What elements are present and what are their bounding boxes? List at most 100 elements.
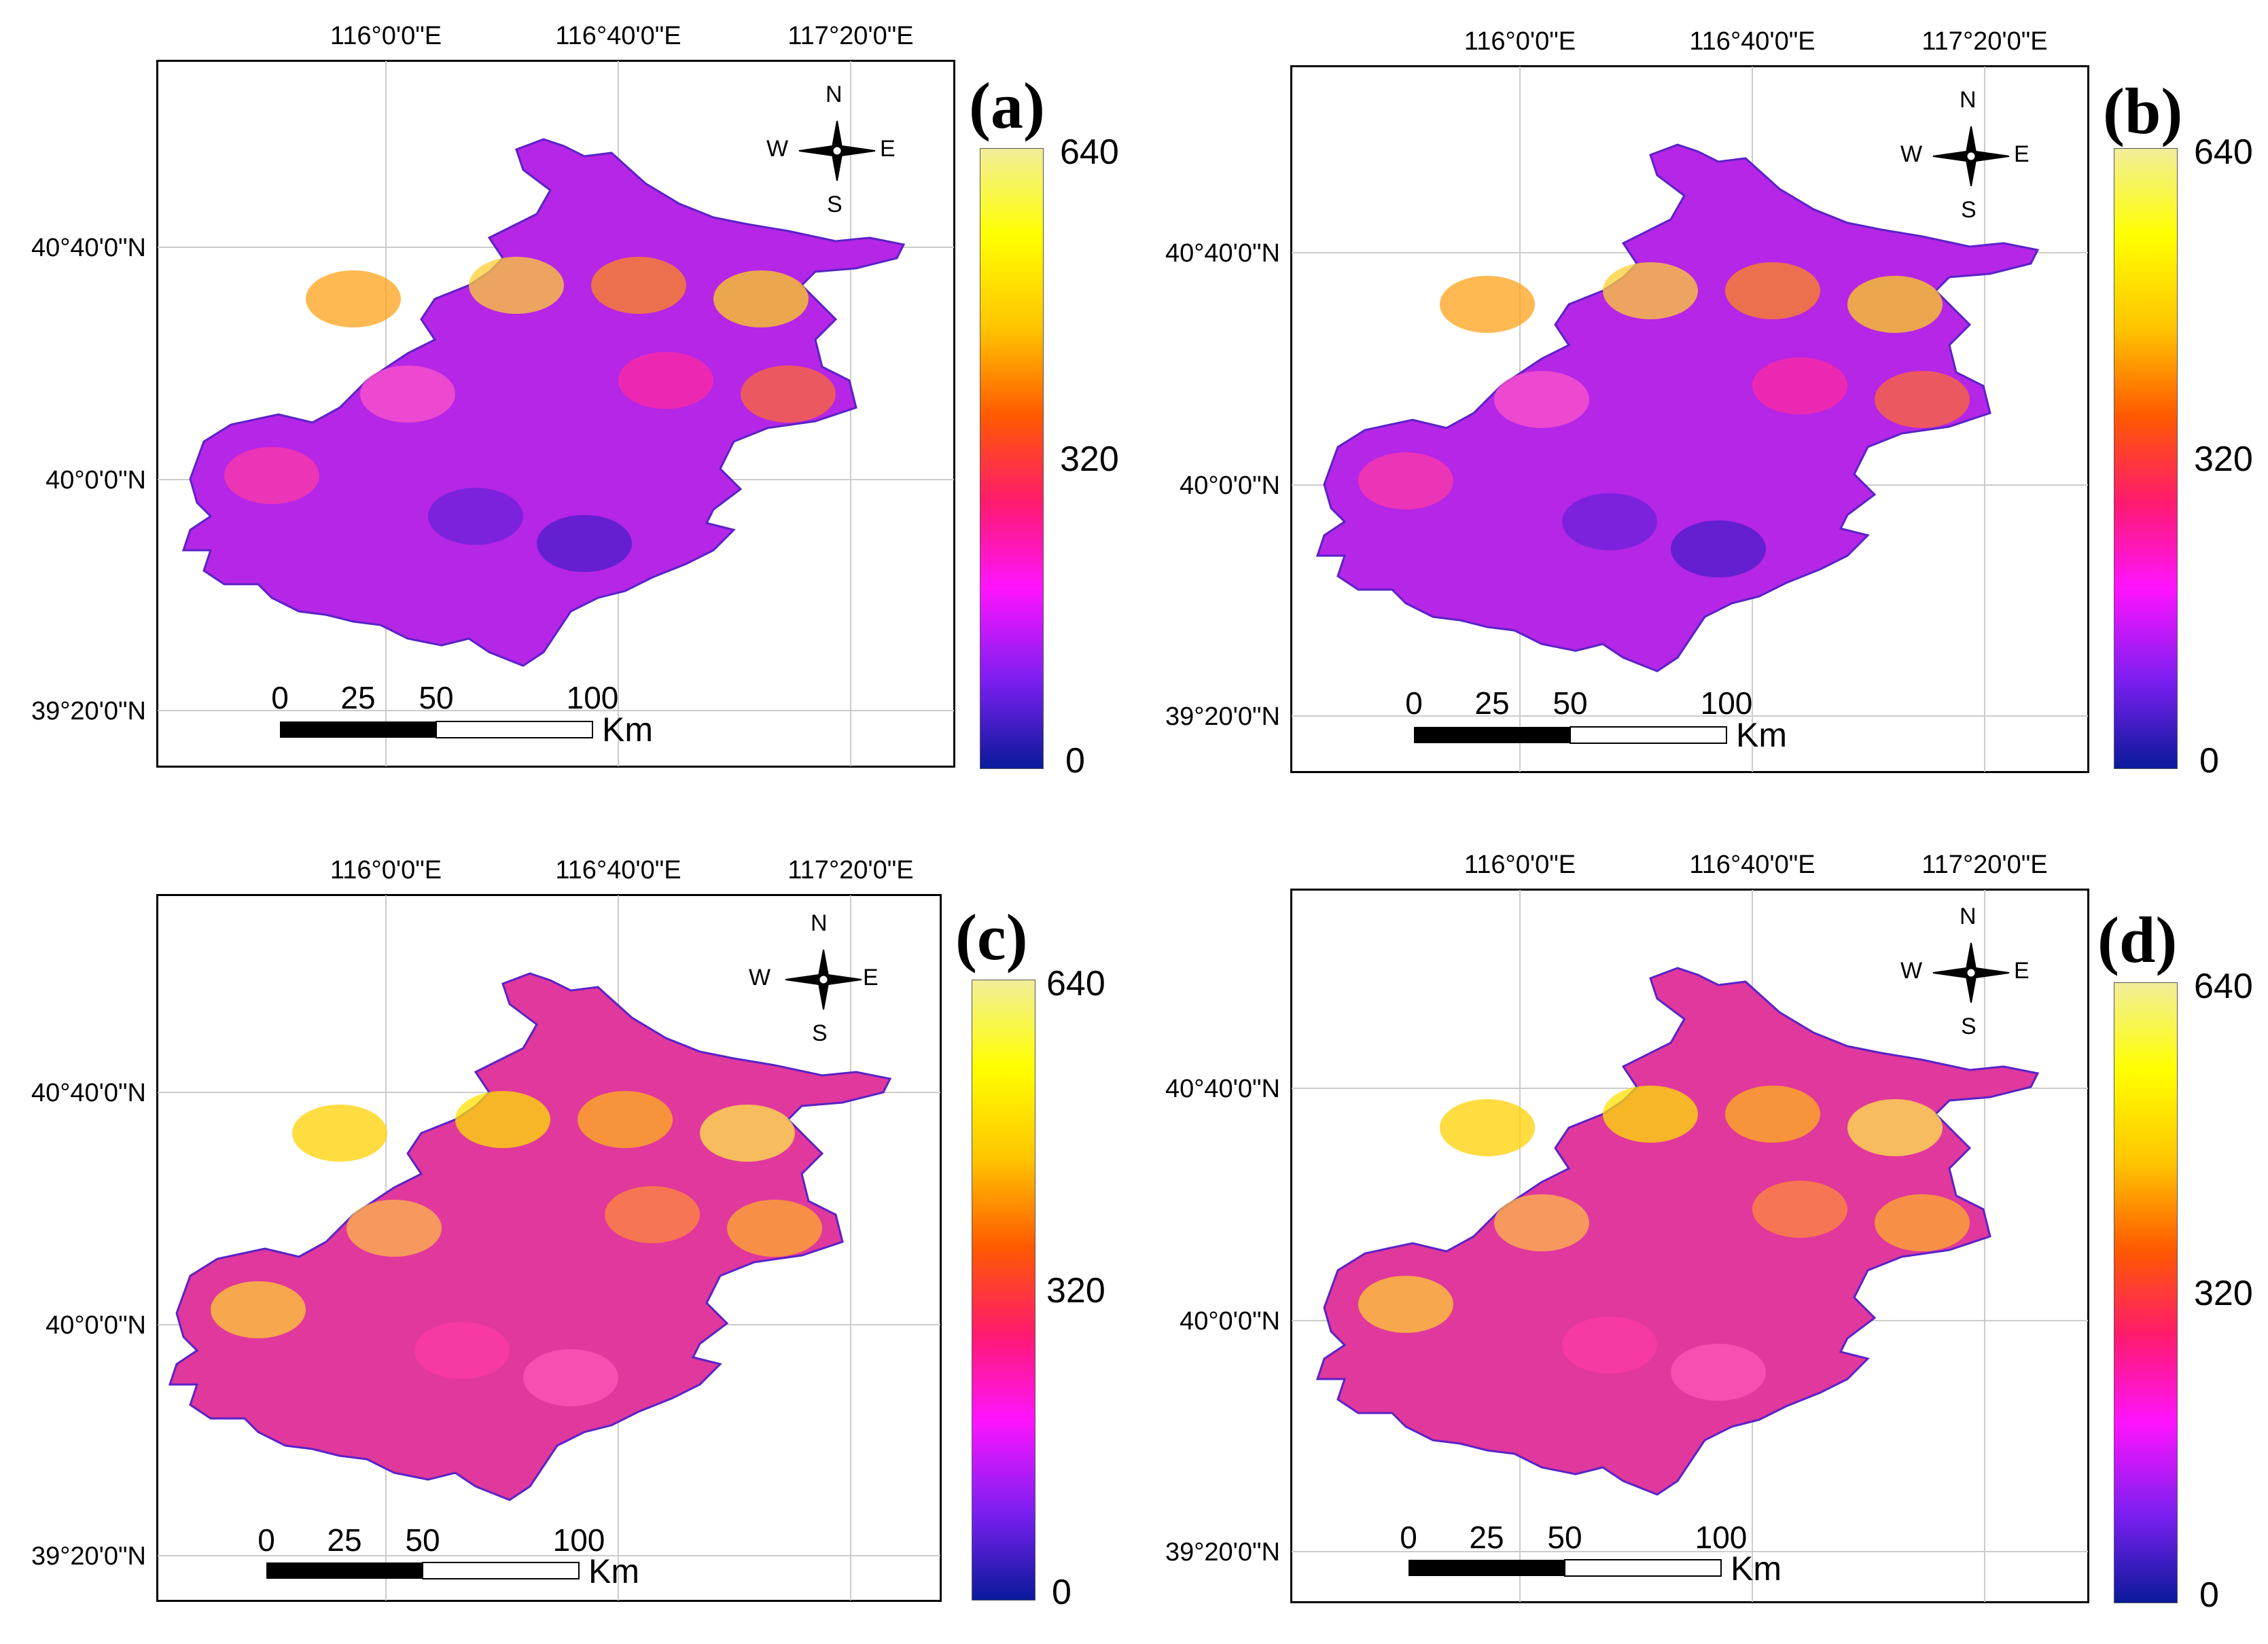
- scale-bar: [280, 721, 593, 738]
- value-patch: [1671, 1344, 1766, 1401]
- colorbar-max: 640: [1060, 132, 1119, 172]
- scale-tick-100: 100: [1700, 685, 1753, 721]
- compass-e: E: [2014, 141, 2030, 167]
- colorbar-min: 0: [2199, 741, 2219, 781]
- value-patch: [1875, 1194, 1970, 1251]
- value-patch: [1440, 276, 1535, 333]
- map-canvas: [158, 61, 954, 766]
- lat-label-2: 40°0'0"N: [46, 466, 146, 495]
- lat-label-3: 39°20'0"N: [1165, 702, 1280, 731]
- lat-label-2: 40°0'0"N: [1180, 471, 1280, 500]
- colorbar-mid: 320: [2194, 440, 2253, 479]
- value-patch: [469, 257, 564, 314]
- value-patch: [618, 352, 713, 409]
- colorbar-max: 640: [2194, 132, 2253, 172]
- value-patch: [1440, 1099, 1535, 1156]
- scale-tick-0: 0: [258, 1522, 275, 1558]
- compass-center: [1966, 968, 1976, 978]
- panel-label: (b): [2103, 75, 2183, 147]
- scale-tick-25: 25: [327, 1522, 362, 1558]
- scale-segment-white: [1564, 1559, 1722, 1577]
- compass-rose: [798, 120, 876, 181]
- colorbar-min: 0: [2199, 1575, 2219, 1615]
- colorbar-mid: 320: [2194, 1274, 2253, 1313]
- lat-label-1: 40°40'0"N: [1165, 1075, 1280, 1103]
- value-patch: [347, 1200, 442, 1257]
- value-patch: [1725, 1086, 1820, 1143]
- lon-label-2: 116°40'0"E: [555, 856, 681, 884]
- map-panel-d: 116°0'0"E 116°40'0"E 117°20'0"E 40°40'0"…: [1134, 829, 2268, 1639]
- lon-label-1: 116°0'0"E: [1464, 851, 1576, 879]
- lat-label-3: 39°20'0"N: [31, 1542, 146, 1571]
- value-patch: [292, 1105, 387, 1162]
- compass-s: S: [1961, 197, 1977, 223]
- compass-arm: [823, 973, 862, 986]
- scale-segment-white: [436, 721, 593, 738]
- scale-tick-25: 25: [1469, 1520, 1504, 1555]
- value-patch: [537, 515, 632, 572]
- compass-n: N: [1960, 904, 1977, 929]
- compass-arm: [1970, 966, 2010, 980]
- compass-n: N: [1960, 87, 1977, 113]
- value-patch: [455, 1091, 550, 1148]
- scale-segment-black: [1414, 727, 1570, 743]
- scale-tick-50: 50: [1547, 1520, 1582, 1555]
- value-patch: [360, 365, 455, 423]
- colorbar: [980, 148, 1044, 769]
- lat-label-2: 40°0'0"N: [1180, 1307, 1280, 1336]
- panel-label: (d): [2097, 904, 2178, 976]
- scale-tick-0: 0: [1405, 685, 1423, 721]
- value-patch: [523, 1349, 618, 1406]
- value-patch: [1494, 1194, 1589, 1251]
- colorbar-mid: 320: [1060, 440, 1119, 479]
- value-patch: [1725, 262, 1820, 319]
- compass-arm: [836, 144, 876, 158]
- lon-label-3: 117°20'0"E: [787, 856, 914, 884]
- value-patch: [414, 1322, 510, 1379]
- compass-arm: [1932, 149, 1972, 163]
- value-patch: [1752, 1181, 1847, 1238]
- value-patch: [1671, 520, 1766, 577]
- value-patch: [700, 1105, 795, 1162]
- panel-label: (c): [955, 901, 1028, 973]
- compass-center: [832, 146, 842, 156]
- value-patch: [428, 488, 523, 545]
- scale-tick-50: 50: [405, 1522, 440, 1558]
- scale-tick-0: 0: [1400, 1520, 1417, 1555]
- value-patch: [224, 447, 319, 504]
- colorbar-max: 640: [2194, 967, 2253, 1006]
- value-patch: [1752, 357, 1847, 414]
- value-patch: [1494, 371, 1589, 428]
- value-patch: [605, 1186, 700, 1243]
- colorbar: [2114, 982, 2178, 1603]
- scale-tick-25: 25: [340, 680, 376, 715]
- compass-s: S: [812, 1020, 828, 1046]
- lat-label-2: 40°0'0"N: [46, 1311, 146, 1340]
- scale-unit: Km: [1731, 1550, 1782, 1588]
- value-patch: [591, 257, 686, 314]
- colorbar-min: 0: [1052, 1573, 1071, 1612]
- compass-w: W: [1900, 141, 1923, 167]
- scale-tick-25: 25: [1474, 685, 1510, 721]
- compass-rose: [1932, 126, 2010, 187]
- colorbar-min: 0: [1065, 741, 1085, 781]
- scale-tick-100: 100: [552, 1522, 605, 1558]
- compass-s: S: [827, 192, 843, 217]
- compass-center: [819, 975, 828, 984]
- compass-e: E: [2014, 958, 2030, 984]
- colorbar: [972, 980, 1035, 1601]
- compass-n: N: [826, 82, 843, 107]
- compass-w: W: [1900, 958, 1923, 984]
- map-panel-b: 116°0'0"E 116°40'0"E 117°20'0"E 40°40'0"…: [1134, 5, 2268, 815]
- scale-tick-50: 50: [1553, 685, 1588, 721]
- compass-s: S: [1961, 1014, 1977, 1039]
- compass-e: E: [863, 965, 879, 990]
- value-patch: [1847, 276, 1943, 333]
- value-patch: [211, 1281, 306, 1338]
- scale-segment-white: [422, 1562, 580, 1579]
- value-patch: [741, 365, 836, 423]
- lat-label-1: 40°40'0"N: [1165, 239, 1280, 268]
- lon-label-1: 116°0'0"E: [1464, 27, 1576, 56]
- lat-label-1: 40°40'0"N: [31, 234, 146, 262]
- lat-label-3: 39°20'0"N: [31, 697, 146, 726]
